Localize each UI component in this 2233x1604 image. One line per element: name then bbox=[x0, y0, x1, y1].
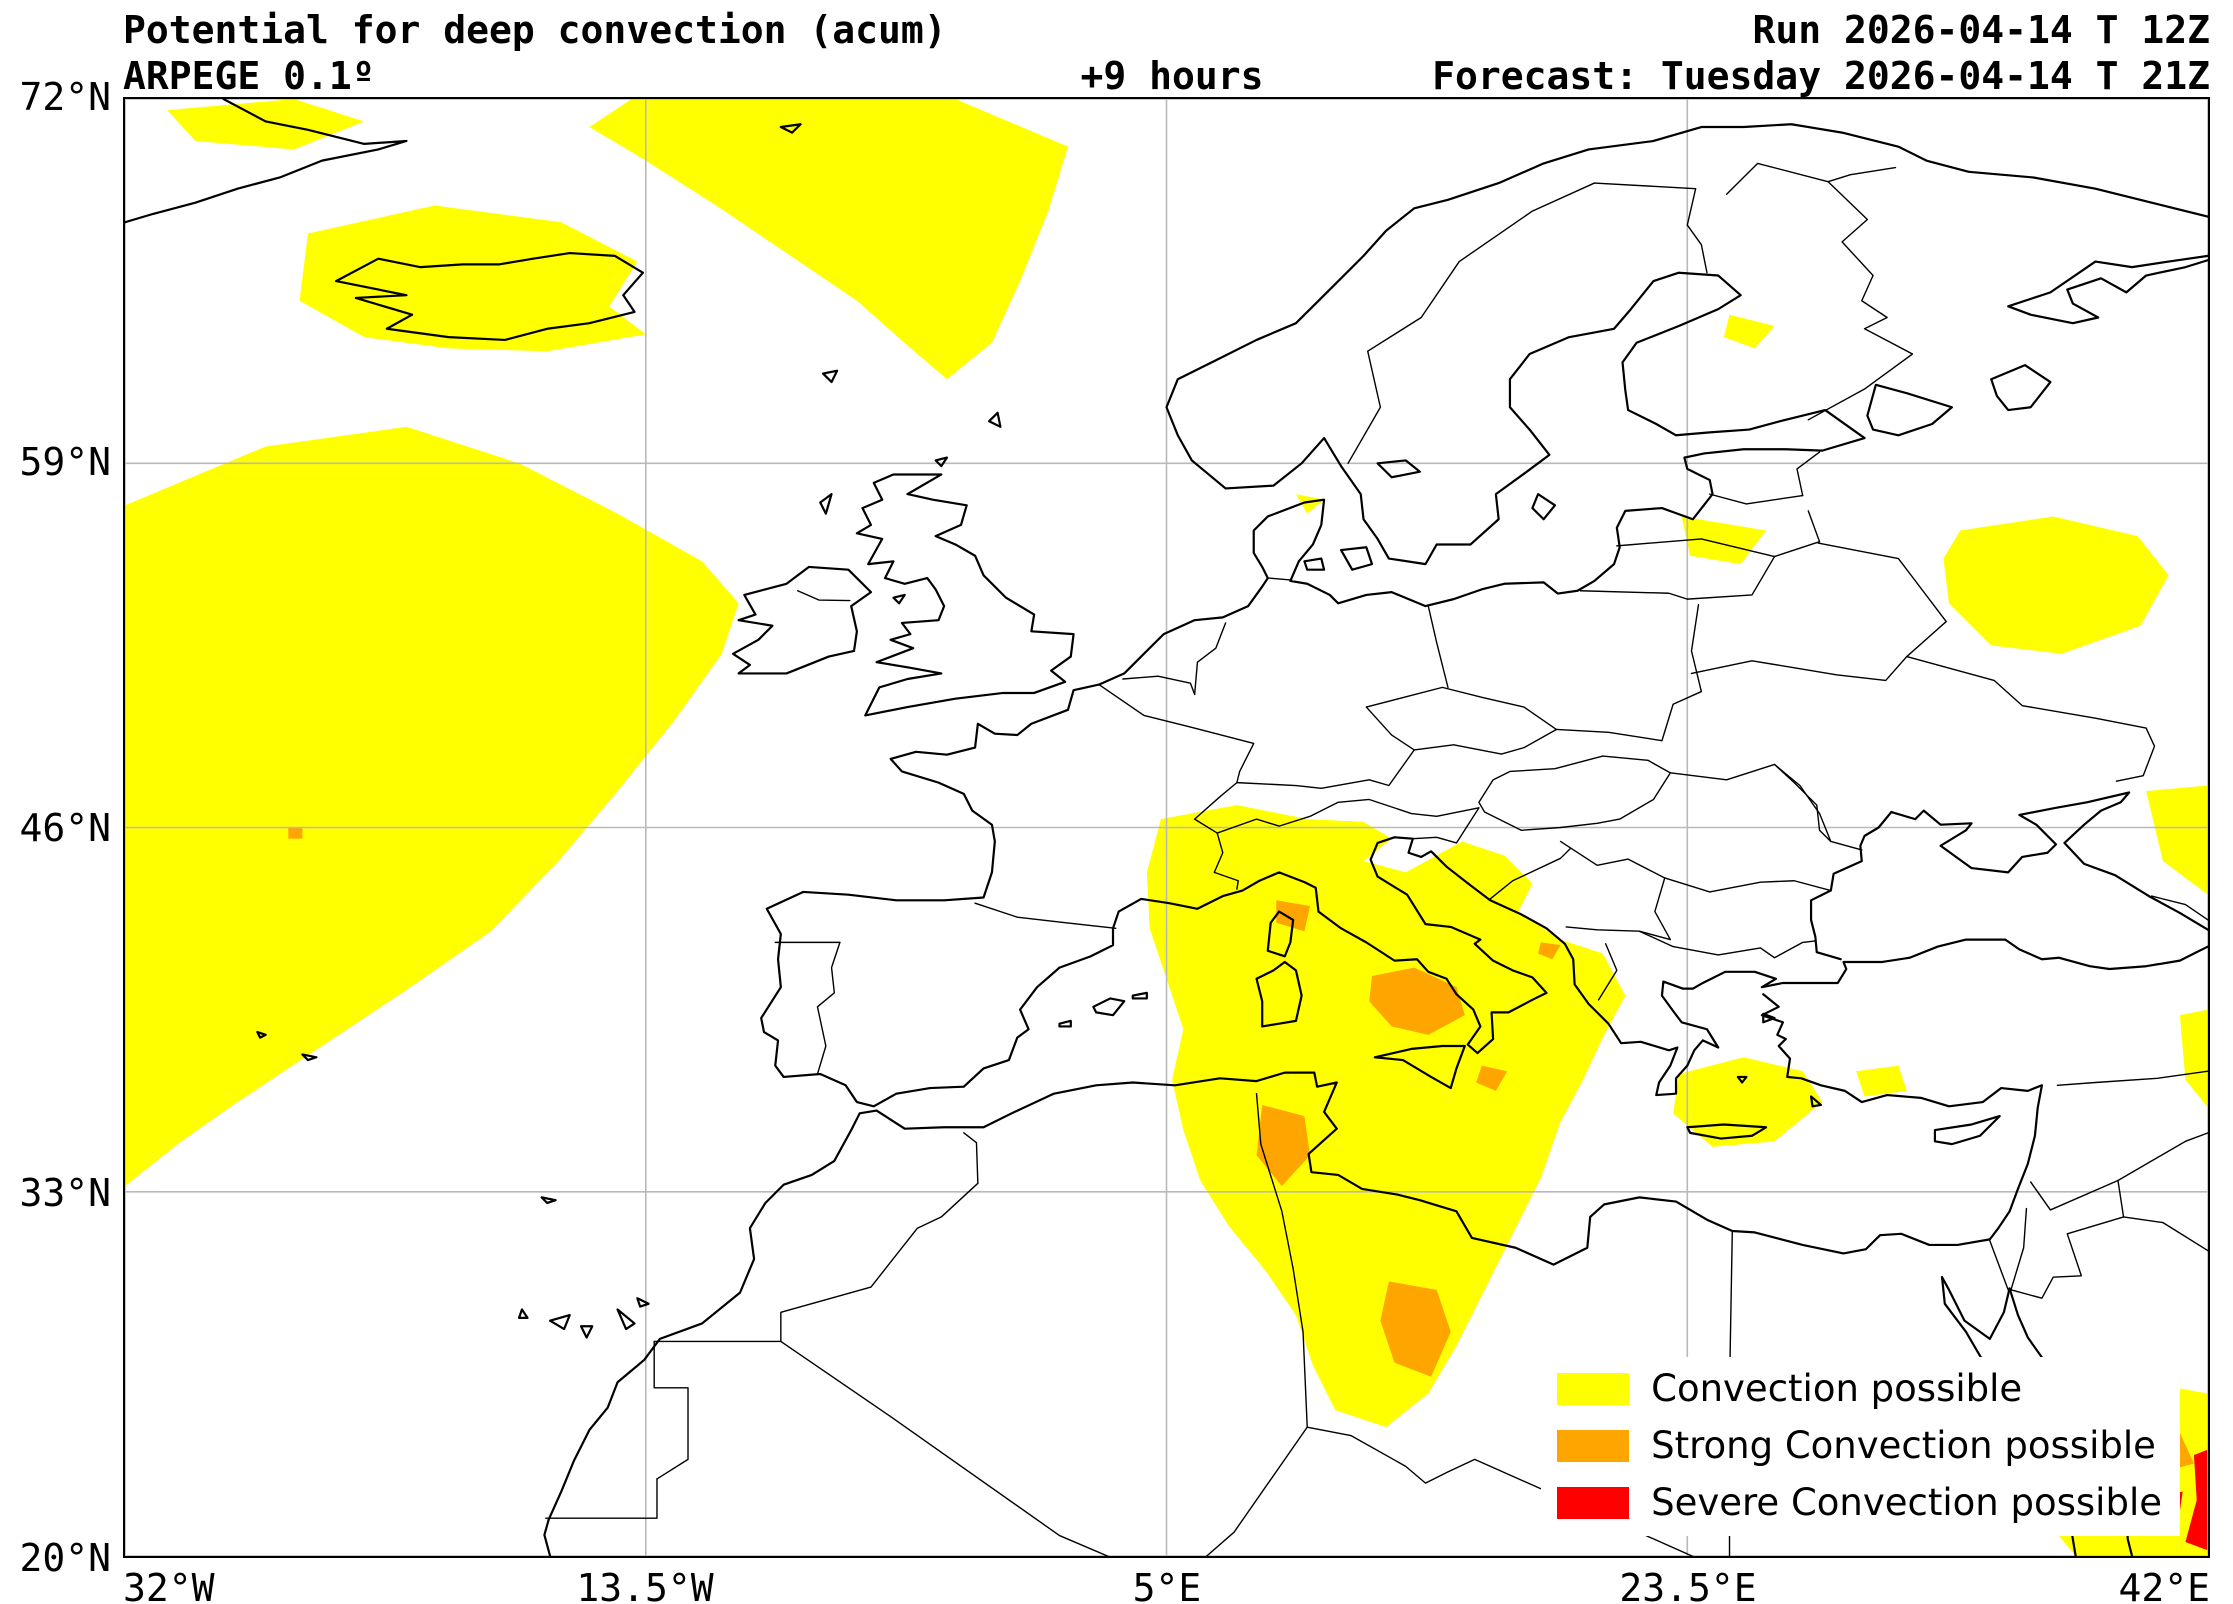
legend-swatch-severe bbox=[1557, 1486, 1630, 1519]
europe-map bbox=[125, 99, 2208, 1556]
map-plot-area: Convection possible Strong Convection po… bbox=[123, 97, 2210, 1558]
legend-item-strong: Strong Convection possible bbox=[1557, 1424, 2162, 1467]
grid-layer bbox=[125, 99, 2208, 1556]
lon-tick-5e: 5°E bbox=[1132, 1566, 1202, 1604]
lon-tick-42e: 42°E bbox=[2118, 1566, 2210, 1604]
lat-tick-72n: 72°N bbox=[19, 75, 111, 119]
legend-swatch-strong bbox=[1557, 1429, 1630, 1462]
lead-time-label: +9 hours bbox=[1080, 54, 1264, 98]
convection-regions-layer bbox=[125, 99, 2208, 1556]
legend-item-severe: Severe Convection possible bbox=[1557, 1481, 2162, 1524]
lon-tick-235e: 23.5°E bbox=[1619, 1566, 1757, 1604]
legend-label-strong: Strong Convection possible bbox=[1651, 1424, 2156, 1467]
map-legend: Convection possible Strong Convection po… bbox=[1541, 1357, 2180, 1536]
lat-tick-20n: 20°N bbox=[19, 1536, 111, 1580]
lat-tick-46n: 46°N bbox=[19, 806, 111, 850]
legend-item-convection: Convection possible bbox=[1557, 1367, 2162, 1410]
legend-label-convection: Convection possible bbox=[1651, 1367, 2023, 1410]
forecast-label: Forecast: Tuesday 2026-04-14 T 21Z bbox=[1432, 54, 2210, 98]
lon-tick-135w: 13.5°W bbox=[576, 1566, 714, 1604]
lat-tick-33n: 33°N bbox=[19, 1171, 111, 1215]
run-label: Run 2026-04-14 T 12Z bbox=[1752, 8, 2210, 52]
lon-tick-32w: 32°W bbox=[123, 1566, 215, 1604]
lat-tick-59n: 59°N bbox=[19, 440, 111, 484]
model-label: ARPEGE 0.1º bbox=[123, 54, 375, 98]
figure-title: Potential for deep convection (acum) bbox=[123, 8, 947, 52]
legend-label-severe: Severe Convection possible bbox=[1651, 1481, 2162, 1524]
legend-swatch-convection bbox=[1557, 1372, 1630, 1405]
